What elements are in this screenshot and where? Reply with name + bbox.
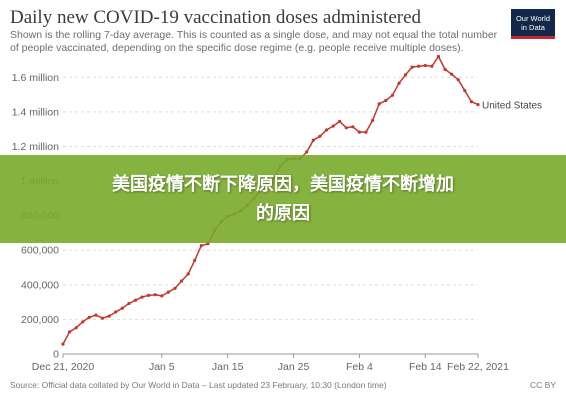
data-point[interactable] xyxy=(206,242,210,246)
data-point[interactable] xyxy=(166,290,170,294)
data-point[interactable] xyxy=(371,118,375,122)
data-point[interactable] xyxy=(153,293,157,297)
data-point[interactable] xyxy=(68,330,72,334)
data-point[interactable] xyxy=(403,73,408,77)
x-tick-label: Feb 14 xyxy=(409,361,442,373)
y-tick-label: 1.2 million xyxy=(12,141,59,153)
data-point[interactable] xyxy=(160,294,164,298)
y-tick-label: 1.6 million xyxy=(12,72,59,84)
data-point[interactable] xyxy=(61,342,65,346)
logo-line-2: in Data xyxy=(521,22,545,32)
x-tick-label: Feb 4 xyxy=(346,361,373,373)
license-badge[interactable]: CC BY xyxy=(530,380,556,390)
overlay-banner xyxy=(0,155,566,243)
overlay-headline: 美国疫情不断下降原因，美国疫情不断增加 的原因 xyxy=(20,170,546,228)
y-tick-label: 600,000 xyxy=(21,245,59,257)
data-point[interactable] xyxy=(180,279,184,283)
data-point[interactable] xyxy=(456,78,460,82)
data-point[interactable] xyxy=(450,72,454,76)
data-point[interactable] xyxy=(463,89,467,93)
data-point[interactable] xyxy=(305,150,309,154)
data-point[interactable] xyxy=(430,64,434,68)
chart-title: Daily new COVID-19 vaccination doses adm… xyxy=(10,7,422,28)
data-point[interactable] xyxy=(94,313,98,317)
y-tick-label: 200,000 xyxy=(21,314,59,326)
data-point[interactable] xyxy=(81,320,85,324)
y-tick-label: 1.4 million xyxy=(12,106,59,118)
x-tick-label: Jan 25 xyxy=(278,361,310,373)
series-labels: United States xyxy=(482,101,542,112)
source-note: Source: Official data collated by Our Wo… xyxy=(10,380,387,390)
data-point[interactable] xyxy=(377,102,381,106)
data-point[interactable] xyxy=(193,258,197,262)
data-point[interactable] xyxy=(140,295,144,299)
data-point[interactable] xyxy=(107,314,111,318)
y-tick-label: 0 xyxy=(53,349,59,361)
x-tick-label: Jan 15 xyxy=(212,361,244,373)
data-point[interactable] xyxy=(199,244,203,248)
data-point[interactable] xyxy=(74,326,78,330)
x-axis: Dec 21, 2020 Jan 5 Jan 15 Jan 25 Feb 4 Feb 14… xyxy=(32,353,509,373)
data-point[interactable] xyxy=(443,67,447,72)
data-point[interactable] xyxy=(469,100,473,104)
data-point[interactable] xyxy=(147,293,151,297)
data-point[interactable] xyxy=(87,315,91,319)
data-point[interactable] xyxy=(357,130,361,134)
x-tick-label: Jan 5 xyxy=(149,361,175,373)
logo-line-1: Our World xyxy=(515,13,551,23)
data-point[interactable] xyxy=(410,65,414,69)
data-point[interactable] xyxy=(344,126,348,130)
data-point[interactable] xyxy=(100,316,105,320)
overlay-headline-line-1: 美国疫情不断下降原因，美国疫情不断增加 xyxy=(112,174,454,195)
x-tick-label: Feb 22, 2021 xyxy=(447,361,509,373)
data-point[interactable] xyxy=(338,119,342,123)
data-point[interactable] xyxy=(114,310,118,314)
overlay-headline-line-2: 的原因 xyxy=(256,203,310,224)
data-point[interactable] xyxy=(127,301,131,306)
data-point[interactable] xyxy=(186,272,190,276)
owid-logo[interactable]: Our World in Data xyxy=(511,9,555,39)
data-point[interactable] xyxy=(331,124,335,128)
data-point[interactable] xyxy=(351,125,355,129)
data-point[interactable] xyxy=(476,103,480,107)
data-point[interactable] xyxy=(390,93,394,97)
data-point[interactable] xyxy=(384,98,388,103)
chart-subtitle: Shown is the rolling 7-day average. This… xyxy=(10,29,498,54)
x-tick-label: Dec 21, 2020 xyxy=(32,361,95,373)
data-point[interactable] xyxy=(120,306,124,310)
data-point[interactable] xyxy=(173,286,177,290)
data-point[interactable] xyxy=(397,81,401,85)
y-tick-label: 400,000 xyxy=(21,279,59,291)
data-point[interactable] xyxy=(133,298,138,302)
data-point[interactable] xyxy=(318,134,322,138)
data-point[interactable] xyxy=(364,130,368,134)
data-point[interactable] xyxy=(423,63,427,68)
data-point[interactable] xyxy=(324,128,329,132)
series-label[interactable]: United States xyxy=(482,101,542,112)
data-point[interactable] xyxy=(311,138,315,142)
data-point[interactable] xyxy=(417,64,421,68)
data-point[interactable] xyxy=(436,54,441,59)
